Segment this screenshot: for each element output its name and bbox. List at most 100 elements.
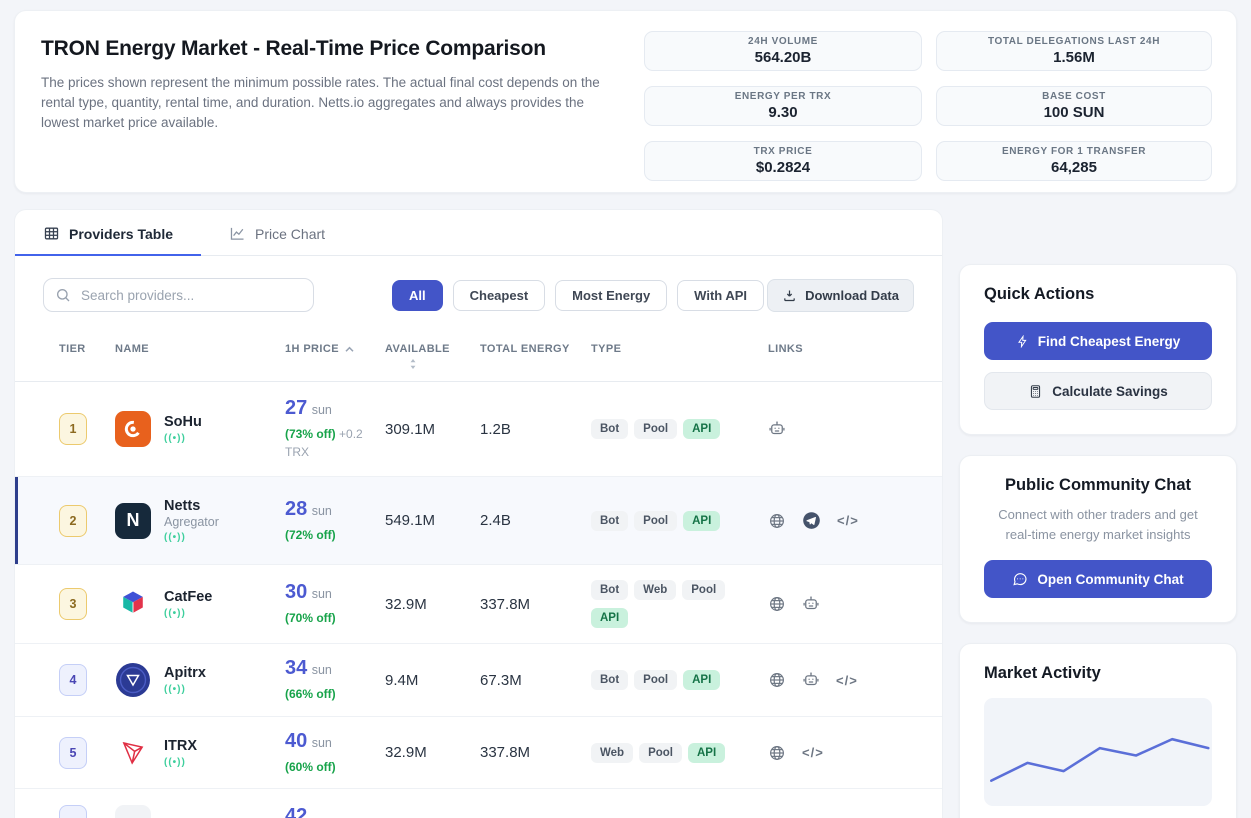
telegram-link-icon[interactable] (802, 511, 821, 530)
type-tag-api: API (683, 670, 721, 690)
market-activity-sparkline (984, 698, 1212, 806)
bot-link-icon[interactable] (802, 671, 820, 689)
stats-grid: 24H VOLUME 564.20B TOTAL DELEGATIONS LAS… (644, 31, 1212, 181)
api-docs-link-icon[interactable]: </> (836, 672, 858, 688)
price-value: 28 (285, 497, 308, 520)
table-row-netts[interactable]: 2 N Netts Agregator ((•)) 28 sun (72% of… (15, 477, 942, 565)
available-energy: 309.1M (385, 420, 436, 438)
provider-logo (115, 805, 151, 818)
stat-value: 100 SUN (1043, 104, 1105, 121)
column-header-available[interactable]: AVAILABLE (385, 343, 480, 369)
website-link-icon[interactable] (768, 595, 786, 613)
price-unit: sun (311, 587, 332, 601)
type-tag: Pool (639, 742, 682, 763)
table-row-apitrx[interactable]: 4 Apitrx ((•)) 34 sun (66% off) (15, 644, 942, 717)
provider-name: SoHu (164, 414, 202, 430)
website-link-icon[interactable] (768, 512, 786, 530)
discount: (73% off) (285, 427, 336, 441)
search-box[interactable] (43, 278, 314, 312)
column-header-total-energy: TOTAL ENERGY (480, 343, 570, 355)
tier-badge: 4 (59, 664, 87, 696)
tier-badge: 3 (59, 588, 87, 620)
calculate-savings-button[interactable]: Calculate Savings (984, 372, 1212, 410)
api-docs-link-icon[interactable]: </> (837, 513, 859, 528)
tab-label: Providers Table (69, 225, 174, 242)
type-tag-api: API (591, 608, 629, 628)
api-docs-link-icon[interactable]: </> (802, 745, 824, 760)
stat-24h-volume: 24H VOLUME 564.20B (644, 31, 922, 71)
lightning-icon (1016, 334, 1029, 348)
tab-providers-table[interactable]: Providers Table (15, 210, 202, 256)
stat-energy-per-transfer: ENERGY FOR 1 TRANSFER 64,285 (936, 141, 1212, 181)
button-label: Find Cheapest Energy (1037, 333, 1181, 349)
open-community-chat-button[interactable]: Open Community Chat (984, 560, 1212, 598)
available-energy: 32.9M (385, 595, 427, 613)
price-unit: sun (311, 403, 332, 417)
available-energy: 549.1M (385, 512, 436, 529)
discount: (60% off) (285, 759, 336, 774)
filter-all-button[interactable]: All (392, 279, 443, 311)
table-controls: All Cheapest Most Energy With API Downlo… (15, 256, 942, 328)
button-label: Open Community Chat (1037, 571, 1184, 587)
stat-value: 1.56M (1053, 49, 1095, 66)
provider-name: Netts (164, 498, 201, 514)
stat-label: ENERGY FOR 1 TRANSFER (1001, 146, 1147, 157)
header-intro: TRON Energy Market - Real-Time Price Com… (41, 31, 641, 168)
type-tag-api: API (683, 419, 721, 439)
table-grid-icon (43, 225, 60, 242)
provider-logo-catfee (115, 586, 151, 622)
filter-with-api-button[interactable]: With API (677, 279, 765, 311)
market-activity-card: Market Activity Avg. Price 72 sun Active… (959, 643, 1237, 818)
column-header-price[interactable]: 1H PRICE (285, 343, 385, 355)
table-row-itrx[interactable]: 5 ITRX ((•)) 40 sun (60% off) (15, 717, 942, 789)
bot-link-icon[interactable] (768, 420, 786, 438)
providers-panel: Providers Table Price Chart Al (14, 209, 943, 818)
column-header-links: LINKS (768, 343, 803, 355)
live-indicator-icon: ((•)) (164, 433, 186, 444)
column-header-label: AVAILABLE (385, 343, 450, 355)
type-tag: Web (591, 742, 634, 763)
provider-logo-netts: N (115, 502, 151, 539)
sort-both-icon (385, 359, 480, 369)
sort-asc-icon (344, 346, 355, 353)
provider-logo-itrx (115, 734, 151, 771)
type-tag: Pool (634, 510, 678, 531)
community-chat-description: Connect with other traders and get real-… (998, 507, 1198, 542)
filter-group: All Cheapest Most Energy With API (392, 279, 765, 311)
provider-name: Apitrx (164, 665, 206, 681)
table-row-sohu[interactable]: 1 SoHu ((•)) 27 sun (73% off) +0.2 T (15, 382, 942, 477)
discount: (66% off) (285, 687, 336, 701)
filter-cheapest-button[interactable]: Cheapest (452, 279, 546, 311)
stat-value: 9.30 (768, 104, 798, 121)
sidebar: Quick Actions Find Cheapest Energy Calcu… (959, 264, 1237, 818)
chat-bubble-icon (1012, 571, 1028, 587)
provider-name: ITRX (164, 737, 198, 754)
table-row-catfee[interactable]: 3 CatFee ((•)) 30 sun (70% off) (15, 565, 942, 644)
price-value: 42 (285, 805, 308, 818)
type-tag: Bot (591, 670, 629, 690)
column-header-tier: TIER (59, 343, 86, 355)
find-cheapest-energy-button[interactable]: Find Cheapest Energy (984, 322, 1212, 360)
tab-price-chart[interactable]: Price Chart (201, 210, 353, 256)
type-tag-api: API (688, 742, 726, 763)
filter-most-energy-button[interactable]: Most Energy (555, 279, 668, 311)
bot-link-icon[interactable] (802, 595, 820, 613)
provider-logo-apitrx (115, 662, 151, 698)
tabbar: Providers Table Price Chart (15, 210, 942, 256)
header-card: TRON Energy Market - Real-Time Price Com… (14, 10, 1237, 193)
live-indicator-icon: ((•)) (164, 532, 186, 543)
search-input[interactable] (79, 286, 302, 304)
quick-actions-card: Quick Actions Find Cheapest Energy Calcu… (959, 264, 1237, 435)
website-link-icon[interactable] (768, 744, 786, 762)
total-energy: 1.2B (480, 420, 511, 438)
live-indicator-icon: ((•)) (164, 684, 186, 695)
discount: (70% off) (285, 611, 336, 625)
stat-total-delegations: TOTAL DELEGATIONS LAST 24H 1.56M (936, 31, 1212, 71)
type-tag: Pool (634, 670, 678, 690)
stat-value: 564.20B (754, 49, 812, 66)
type-tag: Web (634, 580, 677, 600)
download-data-button[interactable]: Download Data (767, 278, 914, 312)
table-row-partial[interactable]: 42 (15, 789, 942, 818)
website-link-icon[interactable] (768, 671, 786, 689)
